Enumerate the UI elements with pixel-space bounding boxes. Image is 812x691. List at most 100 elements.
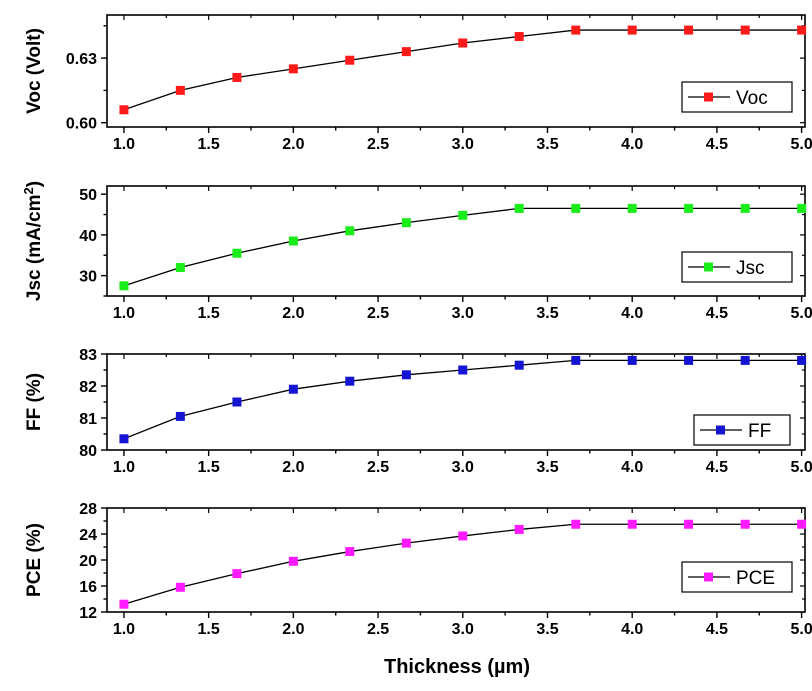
x-tick-label: 3.0 xyxy=(452,136,474,153)
data-point xyxy=(232,398,241,407)
y-axis-title: Voc (Volt) xyxy=(24,28,45,114)
data-point xyxy=(345,226,354,235)
x-tick-label: 2.0 xyxy=(282,305,304,322)
data-point xyxy=(289,237,298,246)
y-tick-label: 40 xyxy=(79,228,97,245)
x-tick-label: 4.5 xyxy=(706,136,728,153)
legend-label: PCE xyxy=(736,568,775,589)
data-point xyxy=(289,385,298,394)
data-point xyxy=(402,370,411,379)
y-axis-title: FF (%) xyxy=(24,373,45,431)
data-point xyxy=(119,434,128,443)
data-point xyxy=(684,204,693,213)
x-tick-label: 1.5 xyxy=(198,136,220,153)
y-tick-label: 12 xyxy=(79,605,97,622)
data-point xyxy=(515,32,524,41)
y-tick-label: 0.60 xyxy=(66,116,97,133)
data-point xyxy=(741,520,750,529)
y-tick-label: 83 xyxy=(79,347,97,364)
data-point xyxy=(684,356,693,365)
data-point xyxy=(289,557,298,566)
x-tick-label: 2.0 xyxy=(282,136,304,153)
x-tick-label: 3.5 xyxy=(536,305,558,322)
y-tick-label: 80 xyxy=(79,443,97,460)
data-point xyxy=(571,26,580,35)
y-tick-label: 16 xyxy=(79,579,97,596)
data-point xyxy=(232,73,241,82)
data-point xyxy=(458,366,467,375)
data-point xyxy=(741,26,750,35)
y-axis-title: PCE (%) xyxy=(24,523,45,597)
data-point xyxy=(232,569,241,578)
x-tick-label: 2.5 xyxy=(367,621,389,638)
x-tick-label: 3.5 xyxy=(536,621,558,638)
data-point xyxy=(232,249,241,258)
y-tick-label: 81 xyxy=(79,411,97,428)
data-point xyxy=(797,520,806,529)
legend-marker xyxy=(716,426,725,435)
data-point xyxy=(515,525,524,534)
legend: FF xyxy=(694,415,790,445)
data-point xyxy=(176,583,185,592)
x-tick-label: 2.5 xyxy=(367,305,389,322)
data-point xyxy=(402,539,411,548)
data-point xyxy=(458,211,467,220)
x-tick-label: 3.5 xyxy=(536,136,558,153)
data-point xyxy=(119,600,128,609)
x-axis-title: Thickness (µm) xyxy=(384,656,530,678)
legend-label: FF xyxy=(748,421,771,442)
legend: PCE xyxy=(682,562,792,592)
data-point xyxy=(458,531,467,540)
legend: Voc xyxy=(682,82,792,112)
data-point xyxy=(628,520,637,529)
x-tick-label: 2.0 xyxy=(282,459,304,476)
legend-marker xyxy=(704,263,713,272)
y-tick-label: 28 xyxy=(79,501,97,518)
data-point xyxy=(571,356,580,365)
y-tick-label: 30 xyxy=(79,269,97,286)
data-point xyxy=(797,356,806,365)
data-point xyxy=(684,520,693,529)
data-point xyxy=(176,86,185,95)
data-point xyxy=(345,377,354,386)
data-point xyxy=(628,204,637,213)
data-point xyxy=(571,520,580,529)
x-tick-label: 1.5 xyxy=(198,621,220,638)
data-point xyxy=(797,26,806,35)
x-tick-label: 1.0 xyxy=(113,136,135,153)
x-tick-label: 4.5 xyxy=(706,621,728,638)
data-point xyxy=(571,204,580,213)
data-point xyxy=(515,361,524,370)
x-tick-label: 2.5 xyxy=(367,136,389,153)
legend: Jsc xyxy=(682,252,792,282)
x-tick-label: 4.0 xyxy=(621,136,643,153)
legend-marker xyxy=(704,93,713,102)
y-tick-label: 82 xyxy=(79,379,97,396)
data-point xyxy=(628,26,637,35)
x-tick-label: 4.5 xyxy=(706,459,728,476)
data-point xyxy=(289,64,298,73)
x-tick-label: 3.0 xyxy=(452,621,474,638)
x-tick-label: 2.5 xyxy=(367,459,389,476)
data-point xyxy=(515,204,524,213)
y-tick-label: 50 xyxy=(79,187,97,204)
x-tick-label: 3.0 xyxy=(452,459,474,476)
data-point xyxy=(176,412,185,421)
x-tick-label: 1.0 xyxy=(113,621,135,638)
x-tick-label: 1.0 xyxy=(113,459,135,476)
legend-label: Jsc xyxy=(736,258,765,279)
data-point xyxy=(741,356,750,365)
x-tick-label: 3.0 xyxy=(452,305,474,322)
x-tick-label: 3.5 xyxy=(536,459,558,476)
x-tick-label: 4.0 xyxy=(621,459,643,476)
y-tick-label: 24 xyxy=(79,527,97,544)
y-tick-label: 0.63 xyxy=(66,51,97,68)
y-axis-title: Jsc (mA/cm2) xyxy=(21,181,46,301)
data-point xyxy=(628,356,637,365)
data-point xyxy=(797,204,806,213)
